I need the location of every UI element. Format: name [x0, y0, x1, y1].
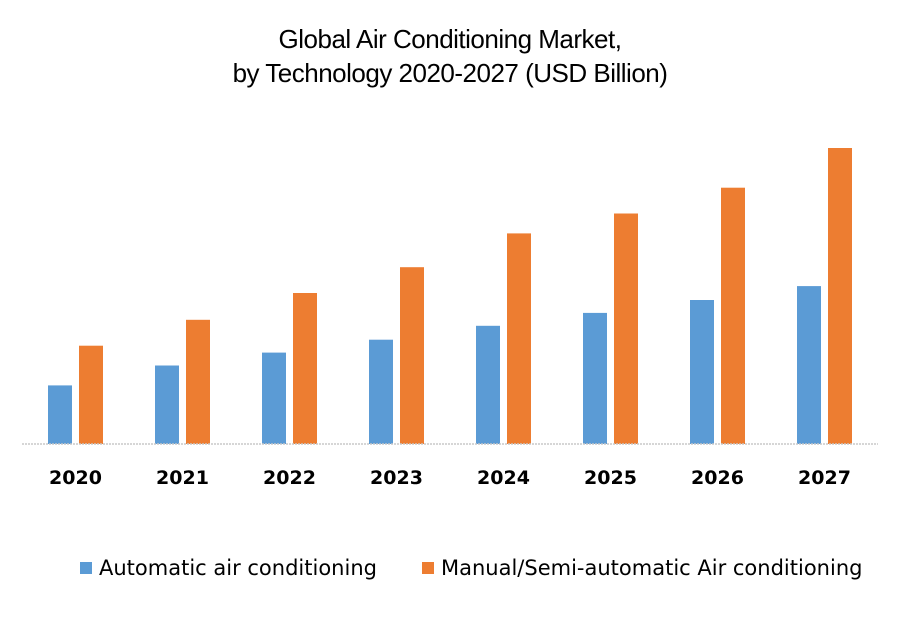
bar-manual-2025 [614, 213, 638, 444]
legend-label-automatic: Automatic air conditioning [99, 556, 377, 580]
bar-automatic-2022 [262, 352, 286, 444]
bar-automatic-2020 [48, 385, 72, 444]
bar-automatic-2025 [583, 312, 607, 444]
bar-automatic-2024 [476, 325, 500, 444]
x-tick-label-2020: 2020 [49, 467, 102, 489]
bar-manual-2023 [400, 267, 424, 444]
bar-automatic-2027 [797, 286, 821, 444]
bar-manual-2021 [186, 319, 210, 444]
bar-manual-2027 [828, 148, 852, 444]
bar-manual-2020 [79, 345, 103, 444]
legend-swatch-manual [422, 562, 434, 574]
x-tick-label-2026: 2026 [691, 467, 744, 489]
bar-automatic-2026 [690, 300, 714, 444]
x-tick-labels: 2020 2021 2022 2023 2024 2025 2026 2027 [49, 467, 851, 489]
x-tick-label-2023: 2023 [370, 467, 423, 489]
bar-automatic-2023 [369, 339, 393, 444]
x-tick-label-2027: 2027 [798, 467, 851, 489]
bar-manual-2024 [507, 233, 531, 444]
chart-subtitle: by Technology 2020-2027 (USD Billion) [232, 58, 668, 88]
bar-manual-2026 [721, 187, 745, 444]
legend-item-automatic: Automatic air conditioning [80, 556, 377, 580]
bar-automatic-2021 [155, 365, 179, 444]
legend-item-manual: Manual/Semi-automatic Air conditioning [422, 556, 862, 580]
x-tick-label-2024: 2024 [477, 467, 530, 489]
bars-group [48, 148, 852, 444]
bar-manual-2022 [293, 293, 317, 444]
x-tick-label-2022: 2022 [263, 467, 316, 489]
legend-label-manual: Manual/Semi-automatic Air conditioning [441, 556, 863, 580]
x-tick-label-2021: 2021 [156, 467, 209, 489]
chart-title: Global Air Conditioning Market, [278, 24, 622, 54]
x-tick-label-2025: 2025 [584, 467, 637, 489]
legend-swatch-automatic [80, 562, 92, 574]
